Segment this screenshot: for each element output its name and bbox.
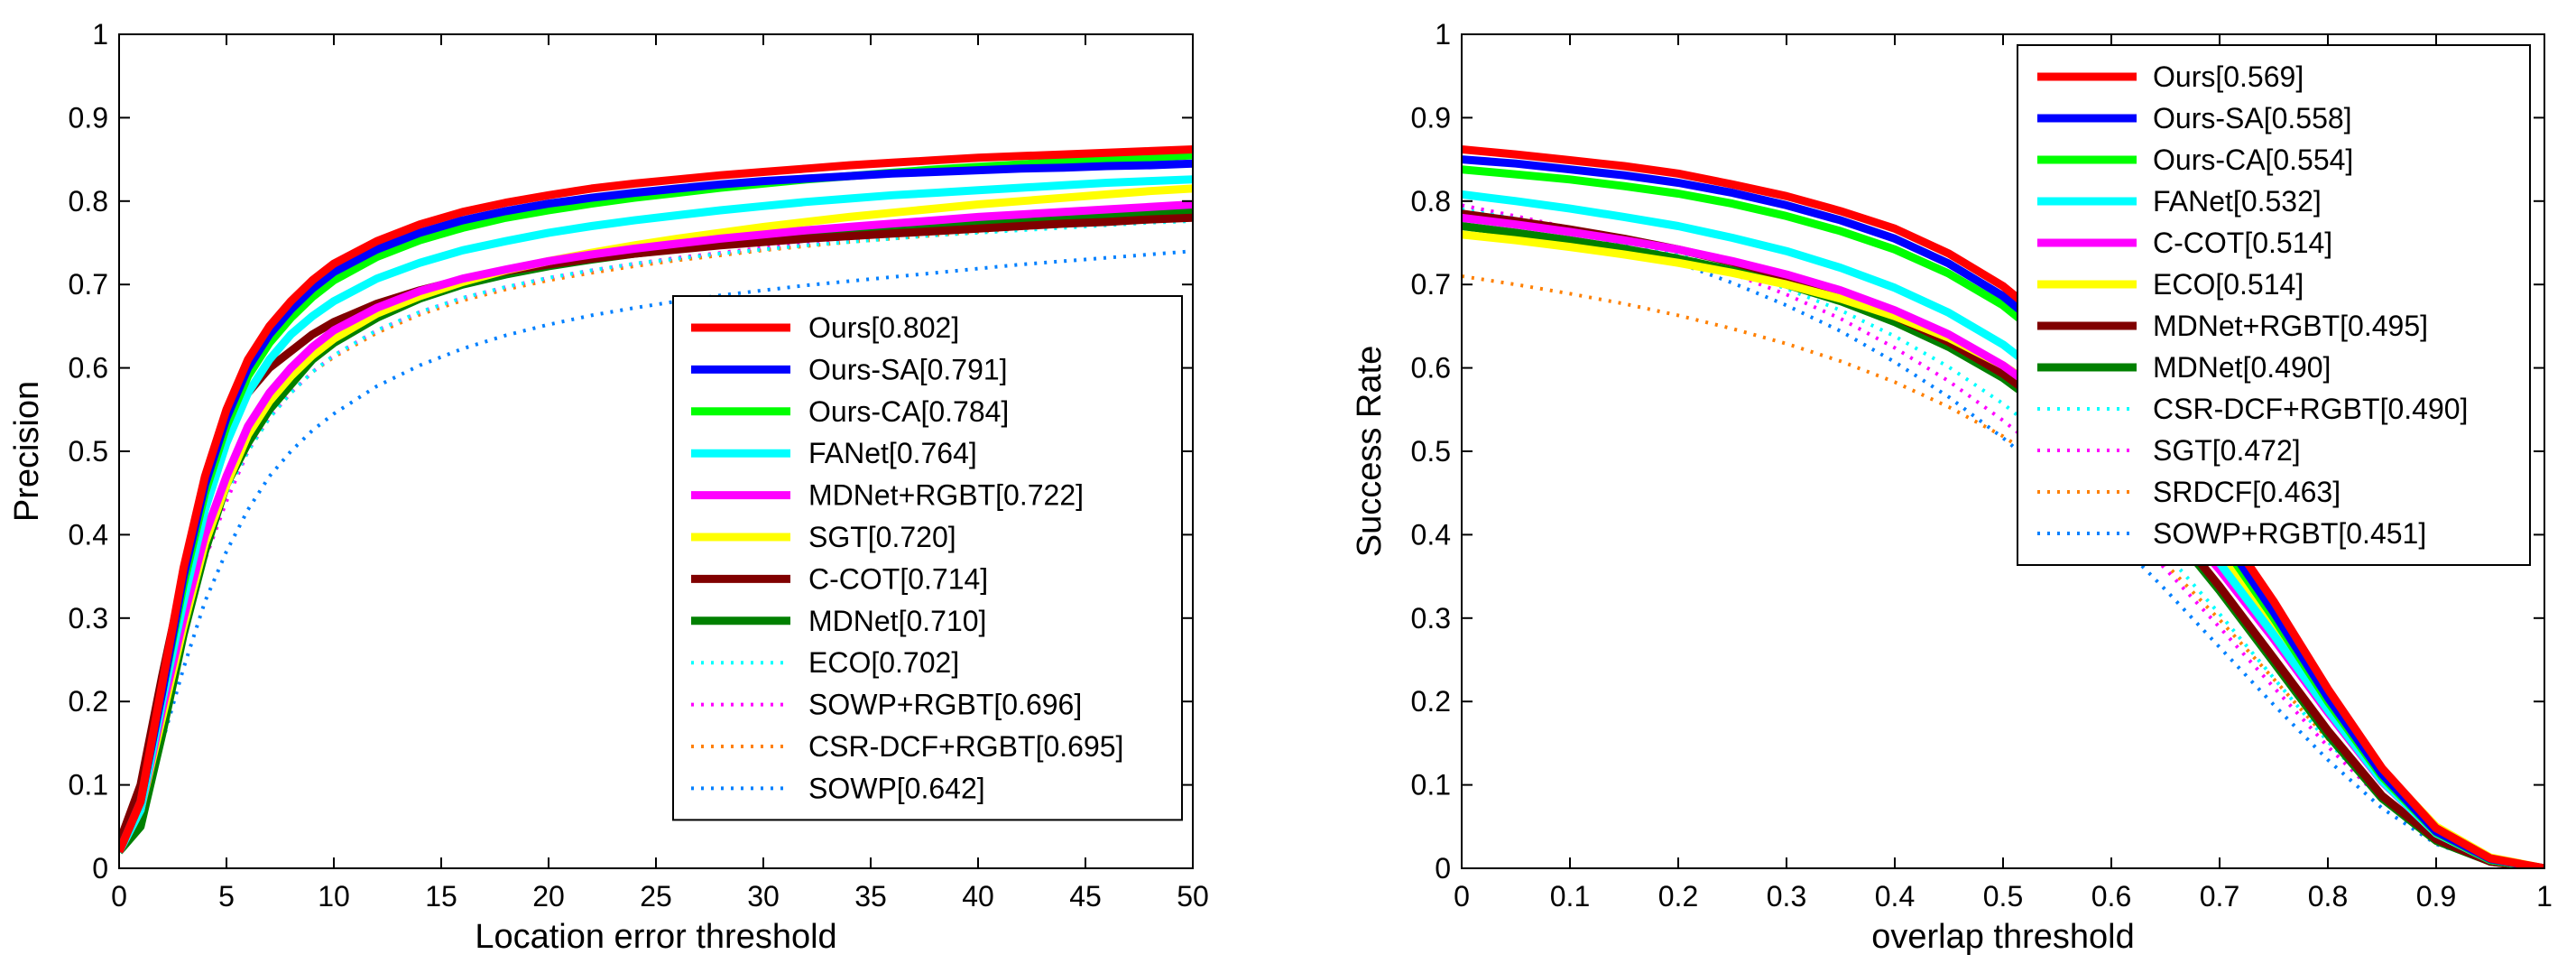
- y-tick-label: 0.2: [69, 685, 108, 718]
- x-tick-label: 35: [854, 880, 887, 913]
- x-tick-label: 15: [425, 880, 457, 913]
- y-tick-label: 0.6: [1411, 352, 1451, 385]
- x-tick-label: 0.8: [2308, 880, 2348, 913]
- x-tick-label: 10: [318, 880, 350, 913]
- x-tick-label: 0.4: [1875, 880, 1915, 913]
- legend-entry-label: SOWP[0.642]: [808, 772, 985, 804]
- x-axis-label: overlap threshold: [1871, 918, 2135, 956]
- series-line-4: [119, 175, 1193, 854]
- y-tick-label: 0.7: [1411, 268, 1451, 301]
- y-tick-label: 0: [92, 852, 108, 885]
- legend-entry-label: Ours[0.569]: [2153, 60, 2304, 93]
- y-axis-label: Precision: [8, 381, 46, 522]
- series-line-1: [119, 145, 1193, 854]
- legend-entry-label: MDNet+RGBT[0.722]: [808, 479, 1084, 512]
- legend-entry-label: MDNet[0.710]: [808, 605, 986, 637]
- y-tick-label: 0.1: [1411, 769, 1451, 802]
- legend: Ours[0.802] Ours-SA[0.791] Ours-CA[0.784] F…: [672, 295, 1183, 821]
- legend-entry-label: SOWP+RGBT[0.696]: [808, 689, 1082, 721]
- legend-entry-label: Ours-CA[0.784]: [808, 395, 1009, 428]
- x-axis-label: Location error threshold: [475, 918, 836, 956]
- y-axis-label: Success Rate: [1351, 346, 1389, 557]
- y-tick-label: 0.9: [1411, 101, 1451, 134]
- legend-entry-label: C-COT[0.514]: [2153, 227, 2332, 259]
- y-tick-label: 0.8: [69, 185, 108, 218]
- legend-entry-label: SOWP+RGBT[0.451]: [2153, 517, 2426, 550]
- x-tick-label: 0.3: [1767, 880, 1806, 913]
- precision-plot: 0 5 10 15 20 25 30 35 40 45 50 0 0.1 0.2 0.3 0.4 0.5 0.6 0…: [8, 18, 1209, 956]
- y-tick-label: 0.4: [1411, 518, 1451, 551]
- x-tick-label: 0.1: [1550, 880, 1590, 913]
- y-tick-label: 0.3: [1411, 602, 1451, 635]
- curves: [119, 145, 1193, 855]
- legend-entry-label: Ours[0.802]: [808, 311, 959, 344]
- x-tick-label: 1: [2536, 880, 2553, 913]
- y-tick-label: 0.4: [69, 518, 108, 551]
- legend-entry-label: SRDCF[0.463]: [2153, 476, 2341, 508]
- y-tick-label: 0.2: [1411, 685, 1451, 718]
- legend-entry-label: CSR-DCF+RGBT[0.490]: [2153, 393, 2468, 425]
- y-tick-label: 0.3: [69, 602, 108, 635]
- x-tick-label: 5: [218, 880, 235, 913]
- legend-entry-label: FANet[0.764]: [808, 437, 977, 469]
- y-tick-label: 0.8: [1411, 185, 1451, 218]
- x-tick-label: 0: [1454, 880, 1470, 913]
- x-tick-label: 0.5: [1983, 880, 2023, 913]
- legend-entry-label: CSR-DCF+RGBT[0.695]: [808, 730, 1123, 763]
- success-plot: 0 0.1 0.2 0.3 0.4 0.5 0.6 0.7 0.8 0.9 1 0 0.1 0.2 0.3 0…: [1351, 18, 2553, 956]
- legend-entry-label: C-COT[0.714]: [808, 562, 988, 595]
- y-tick-label: 0.7: [69, 268, 108, 301]
- y-tick-label: 0: [1435, 852, 1451, 885]
- x-tick-label: 45: [1069, 880, 1102, 913]
- x-tick-label: 0.7: [2200, 880, 2239, 913]
- legend-entry-label: ECO[0.514]: [2153, 268, 2304, 301]
- x-tick-label: 0.9: [2416, 880, 2456, 913]
- series-line-1: [1462, 145, 2544, 868]
- legend-box: [672, 295, 1183, 821]
- y-tick-label: 0.5: [1411, 435, 1451, 468]
- x-tick-label: 25: [640, 880, 672, 913]
- x-tick-label: 50: [1177, 880, 1209, 913]
- series-line-5: [119, 200, 1193, 854]
- series-line-12: [119, 249, 1193, 853]
- y-tick-label: 1: [92, 18, 108, 51]
- y-tick-label: 0.9: [69, 101, 108, 134]
- x-tick-label: 0.6: [2091, 880, 2131, 913]
- y-tick-label: 0.1: [69, 769, 108, 802]
- legend-entry-label: ECO[0.702]: [808, 646, 959, 679]
- legend-entry-label: MDNet+RGBT[0.495]: [2153, 310, 2428, 342]
- legend-entry-label: Ours-SA[0.558]: [2153, 102, 2352, 134]
- y-tick-label: 0.6: [69, 352, 108, 385]
- x-tick-label: 20: [532, 880, 565, 913]
- legend-box: [2017, 44, 2531, 566]
- curves: [1462, 145, 2544, 868]
- legend-entry-label: SGT[0.472]: [2153, 434, 2301, 467]
- legend-entry-label: MDNet[0.490]: [2153, 351, 2331, 384]
- legend-entry-label: FANet[0.532]: [2153, 185, 2322, 218]
- series-line-10: [119, 214, 1193, 853]
- legend-entry-label: Ours-CA[0.554]: [2153, 144, 2353, 176]
- series-line-11: [1462, 274, 2544, 868]
- x-tick-label: 40: [962, 880, 994, 913]
- y-tick-label: 1: [1435, 18, 1451, 51]
- y-tick-label: 0.5: [69, 435, 108, 468]
- x-tick-label: 0: [111, 880, 127, 913]
- legend: Ours[0.569] Ours-SA[0.558] Ours-CA[0.554] F…: [2017, 44, 2531, 566]
- legend-entry-label: SGT[0.720]: [808, 521, 956, 553]
- x-tick-label: 30: [747, 880, 780, 913]
- legend-entry-label: Ours-SA[0.791]: [808, 353, 1008, 385]
- x-tick-label: 0.2: [1658, 880, 1698, 913]
